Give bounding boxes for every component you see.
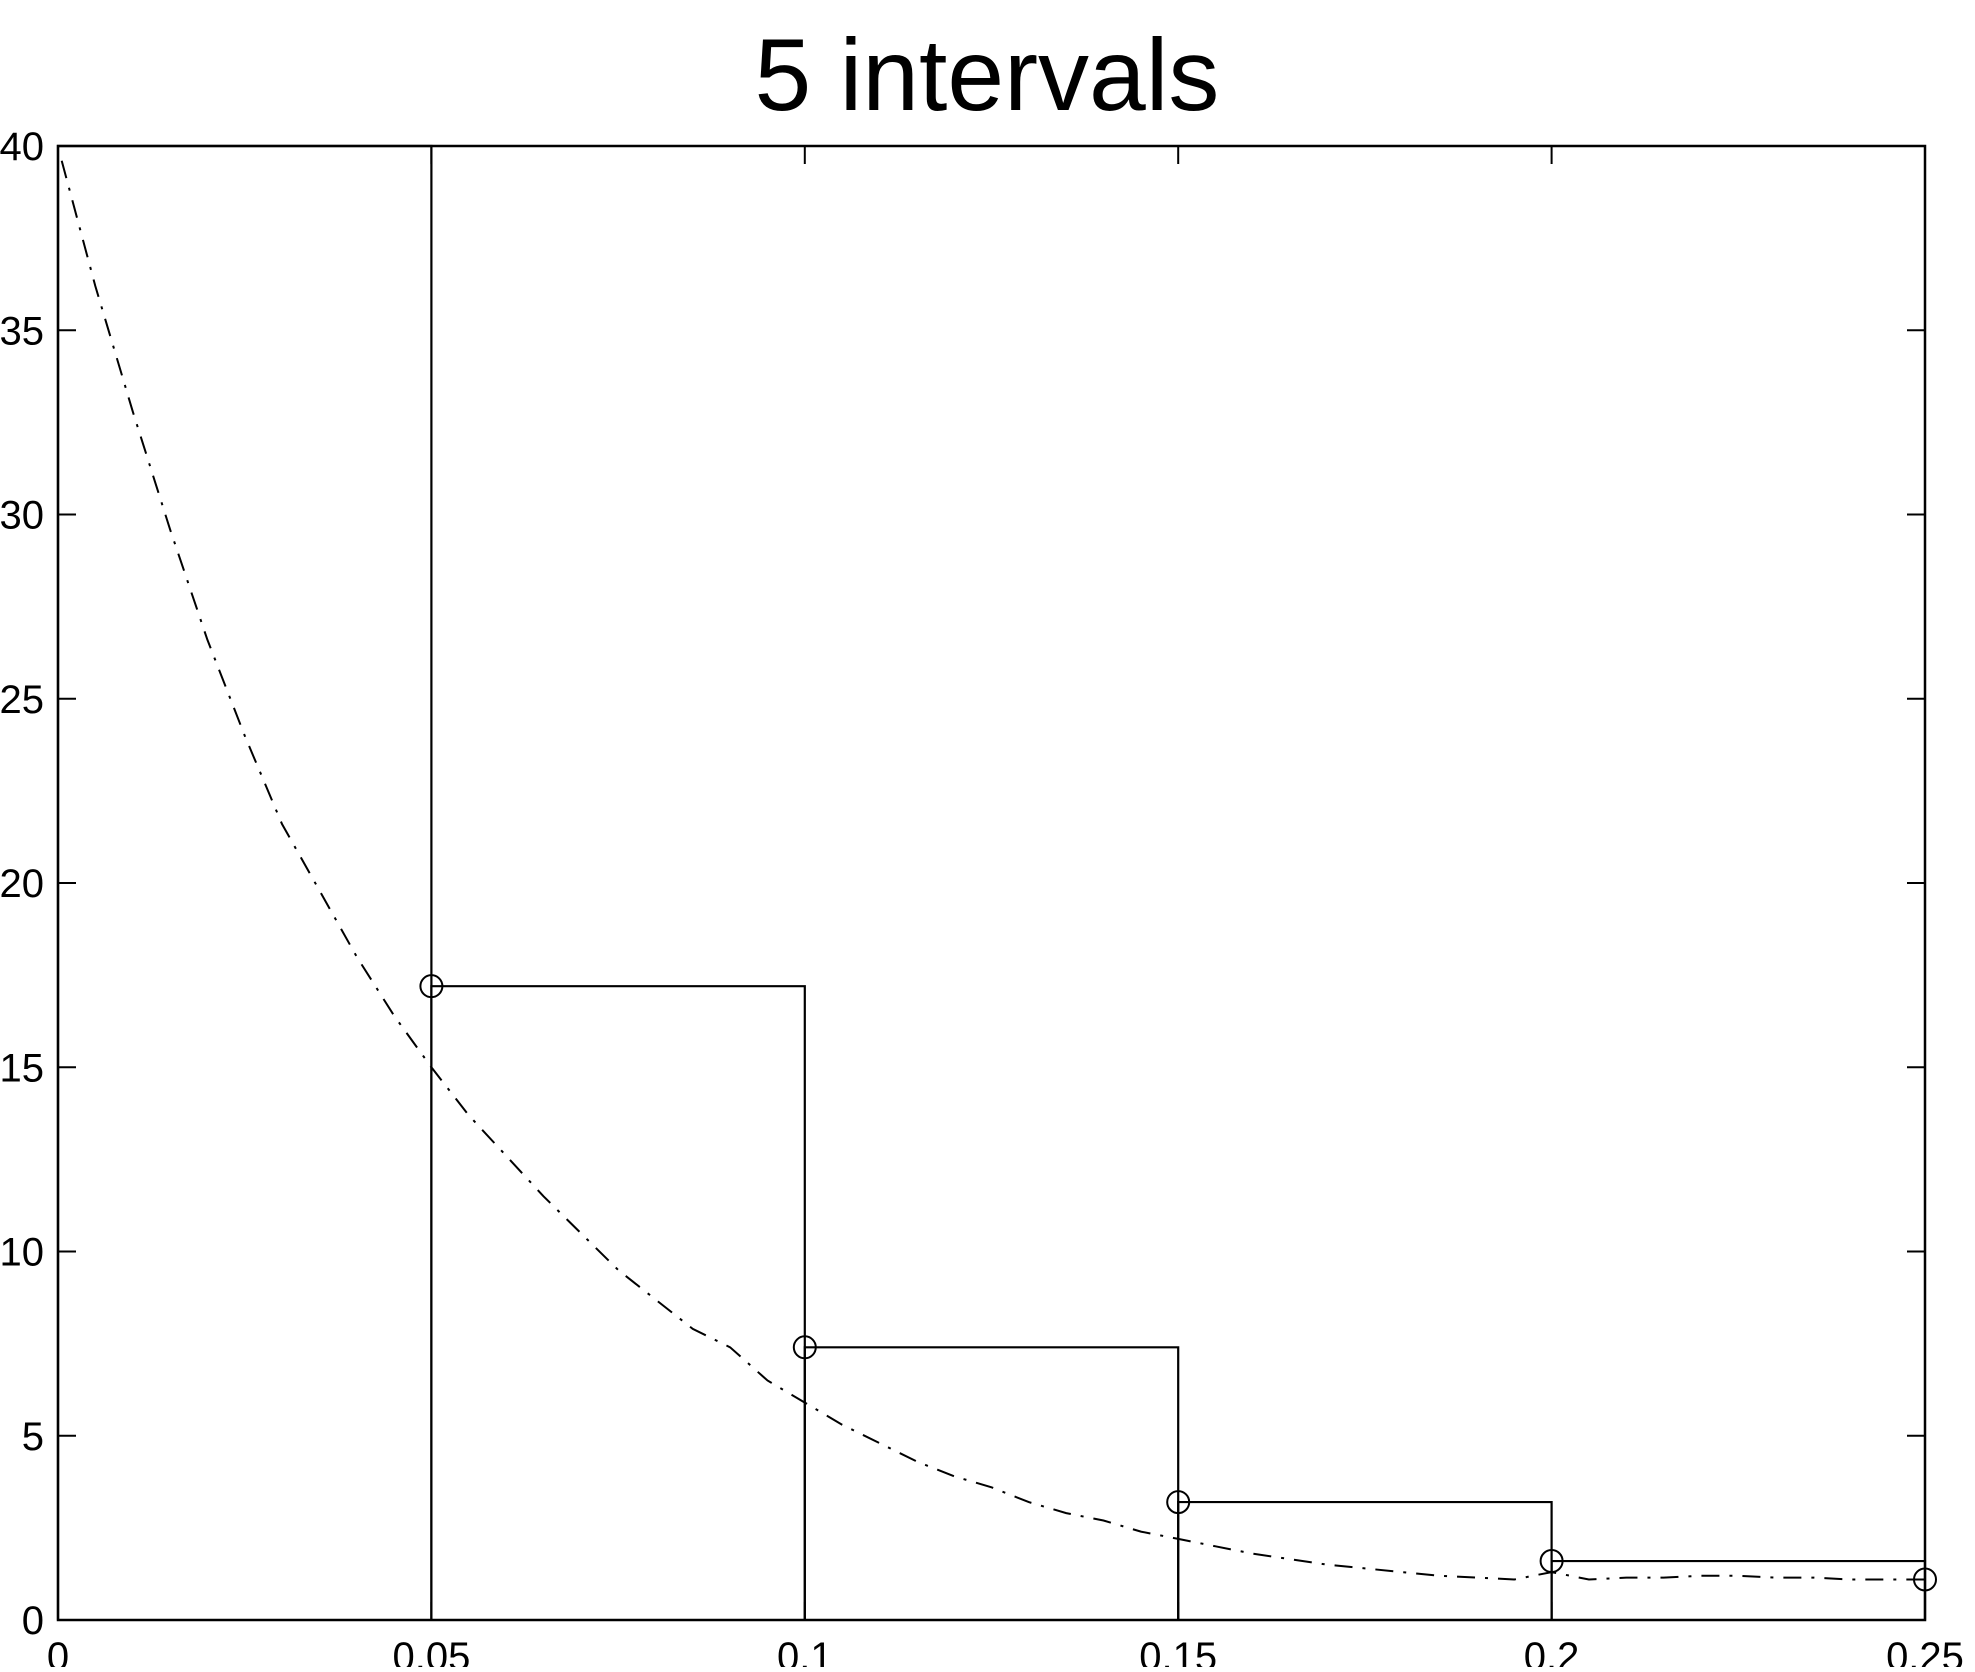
x-axis: 0 0.05 0.1 0.15 0.2 0.25 bbox=[47, 146, 1964, 1672]
x-tick-label: 0.2 bbox=[1524, 1635, 1580, 1667]
y-axis: 0 5 10 15 20 25 30 35 40 bbox=[0, 125, 1925, 1643]
y-tick-label: 40 bbox=[0, 125, 44, 169]
step-bar-3 bbox=[803, 1346, 1180, 1620]
x-tick-label: 0.25 bbox=[1886, 1635, 1964, 1667]
curve-series bbox=[60, 160, 1925, 1581]
step-bar-5 bbox=[1550, 1559, 1927, 1620]
data-point-4 bbox=[1539, 1549, 1564, 1574]
x-tick-label: 0.15 bbox=[1139, 1635, 1217, 1667]
y-tick-label: 30 bbox=[0, 494, 44, 538]
data-point-3 bbox=[1166, 1490, 1191, 1515]
y-tick-label: 5 bbox=[22, 1415, 44, 1459]
data-point-2 bbox=[792, 1335, 817, 1360]
step-series bbox=[56, 144, 1927, 1620]
x-tick-label: 0.1 bbox=[777, 1635, 833, 1667]
y-tick-label: 35 bbox=[0, 309, 44, 353]
y-tick-label: 25 bbox=[0, 678, 44, 722]
data-point-1 bbox=[419, 974, 444, 999]
y-tick-label: 10 bbox=[0, 1231, 44, 1275]
y-tick-label: 15 bbox=[0, 1046, 44, 1090]
plot-frame bbox=[56, 144, 1927, 1622]
step-bar-2 bbox=[430, 985, 806, 1620]
step-bar-1 bbox=[56, 144, 433, 1620]
axes bbox=[56, 144, 1927, 1622]
step-bar-4 bbox=[1177, 1500, 1553, 1620]
chart-title: 5 intervals bbox=[755, 18, 1220, 132]
x-tick-label: 0.05 bbox=[392, 1635, 470, 1667]
dashdot-curve bbox=[60, 160, 1925, 1581]
y-tick-label: 20 bbox=[0, 862, 44, 906]
y-tick-label: 0 bbox=[22, 1599, 44, 1643]
x-tick-label: 0 bbox=[47, 1635, 69, 1667]
